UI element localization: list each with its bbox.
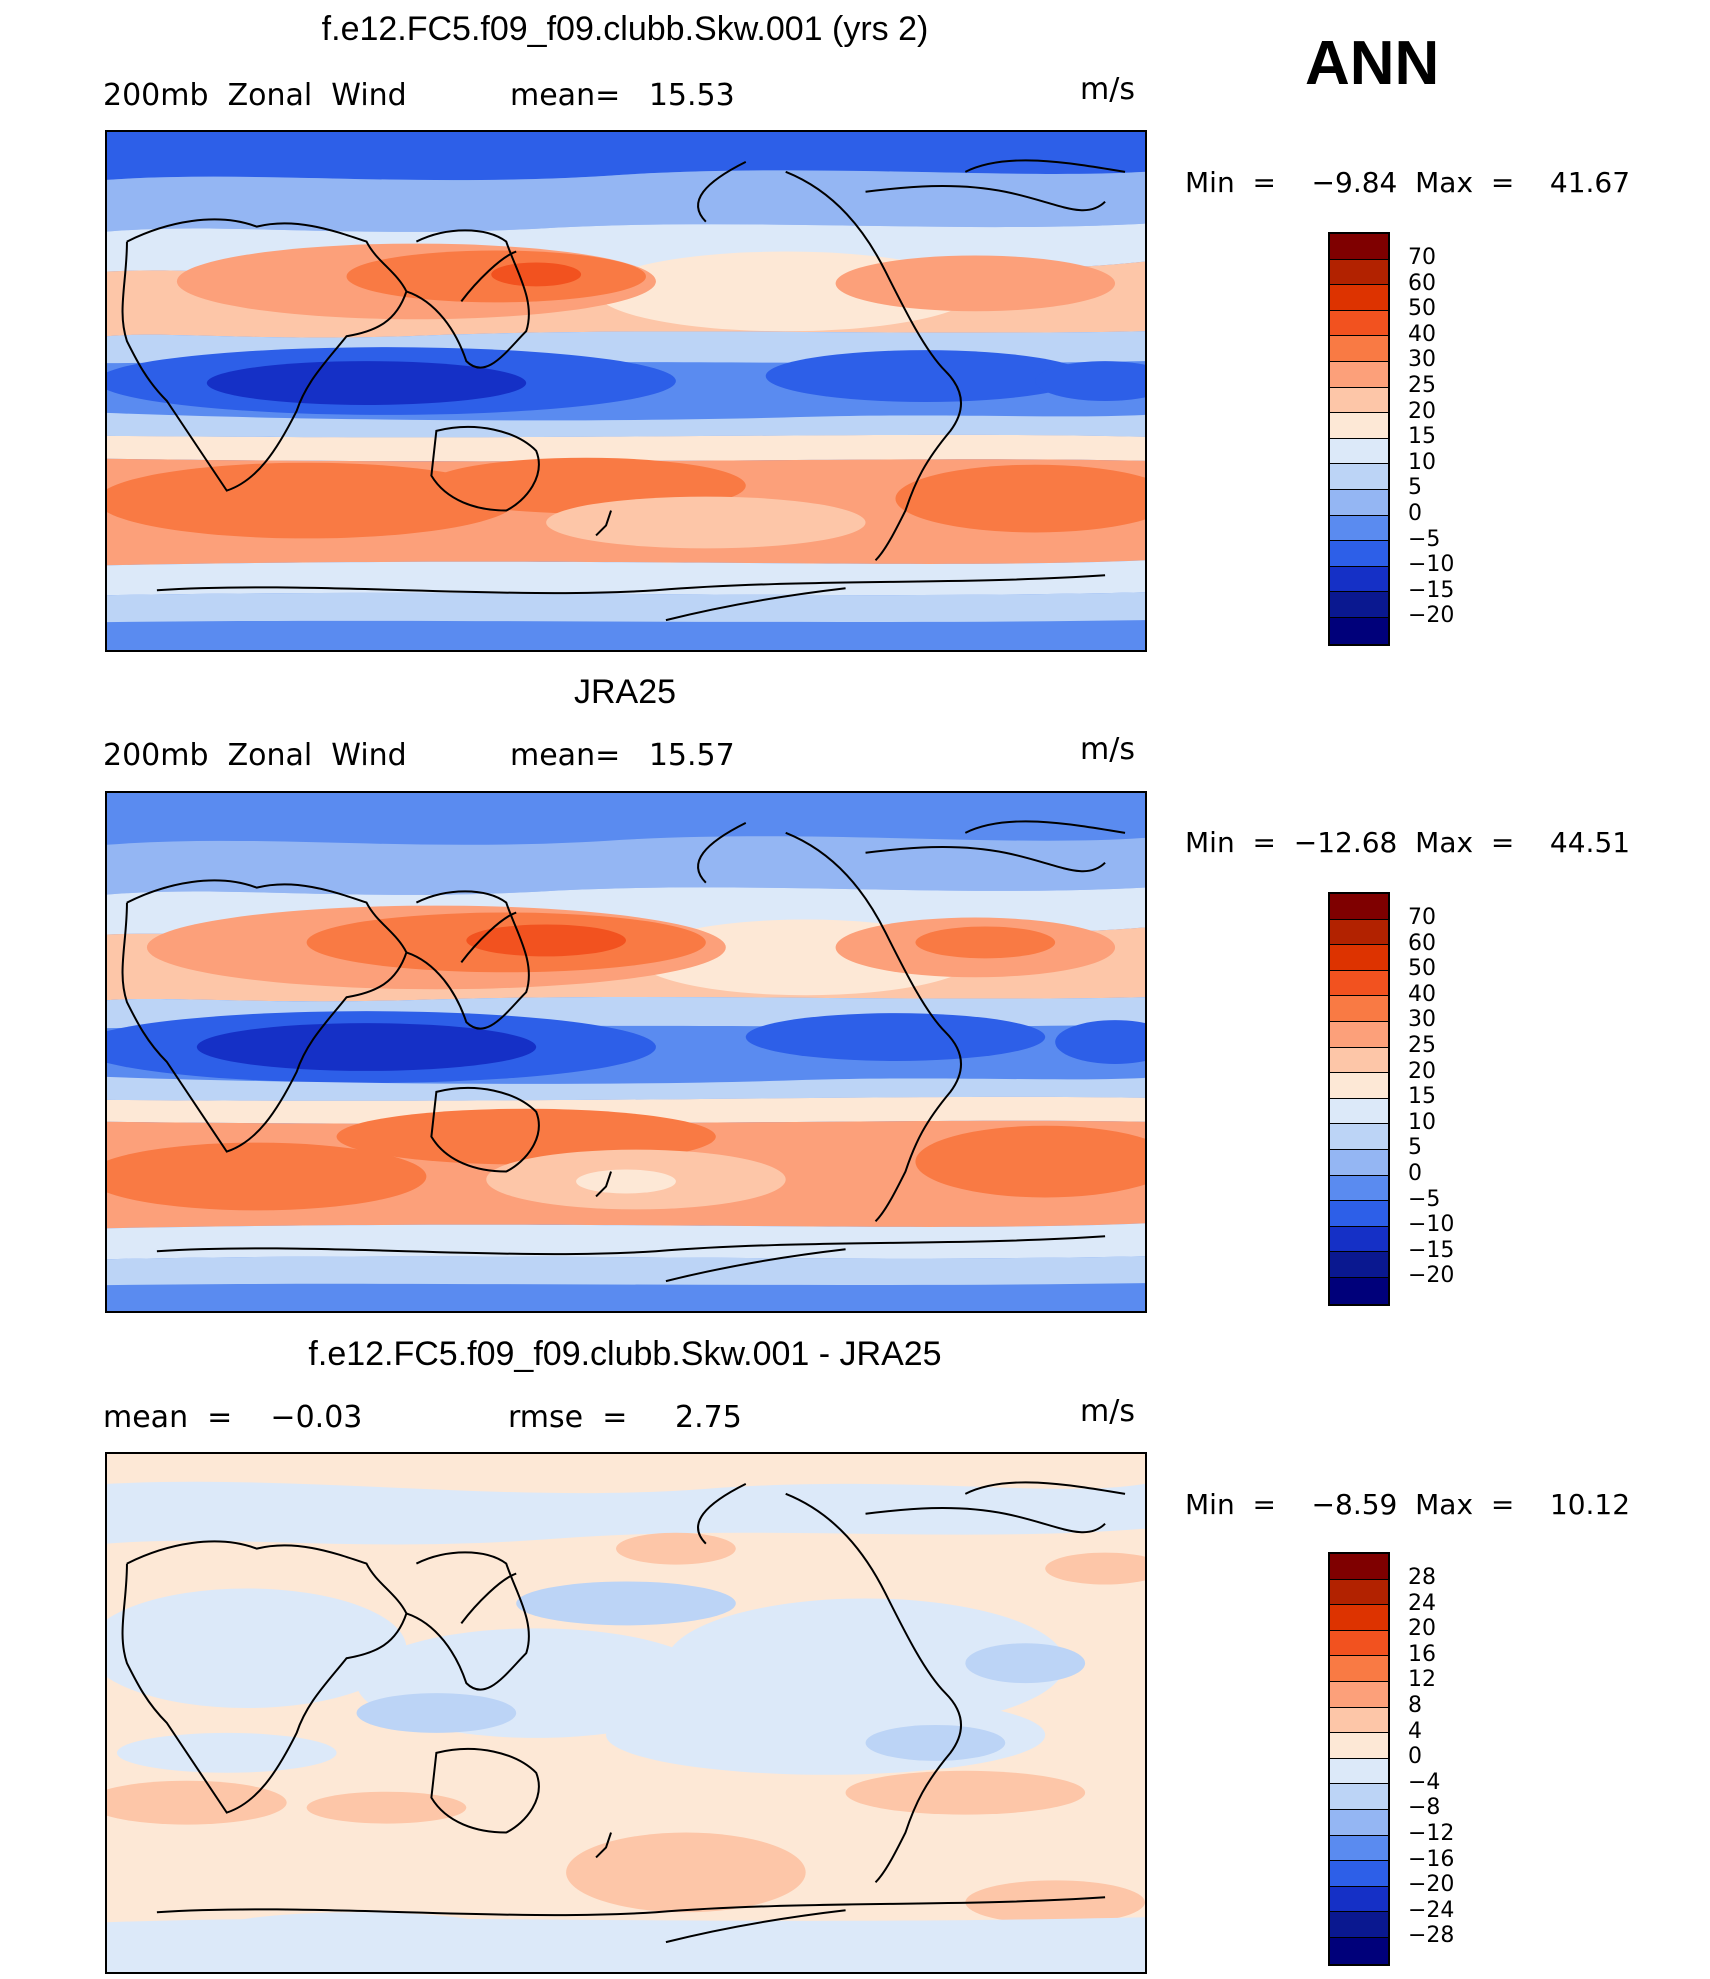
colorbar-tick: −10 bbox=[1408, 552, 1455, 578]
panel-1-contour-plot bbox=[107, 132, 1145, 650]
panel-2-units: m/s bbox=[1080, 732, 1135, 767]
panel-1-map bbox=[105, 130, 1147, 652]
panel-3-contour-plot bbox=[107, 1454, 1145, 1972]
panel-1-variable-label: 200mb Zonal Wind bbox=[103, 78, 407, 113]
colorbar-tick: 30 bbox=[1408, 347, 1436, 373]
panel-3-units: m/s bbox=[1080, 1394, 1135, 1429]
colorbar-tick: −24 bbox=[1408, 1897, 1455, 1923]
colorbar-tick: 15 bbox=[1408, 1084, 1436, 1110]
panel-1-title: f.e12.FC5.f09_f09.clubb.Skw.001 (yrs 2) bbox=[321, 10, 929, 48]
colorbar-tick: −4 bbox=[1408, 1769, 1441, 1795]
colorbar-tick: −16 bbox=[1408, 1846, 1455, 1872]
colorbar-tick: 20 bbox=[1408, 1058, 1436, 1084]
colorbar-tick: 0 bbox=[1408, 500, 1422, 526]
panel-1-mean-label: mean= 15.53 bbox=[510, 78, 735, 113]
colorbar-tick: 8 bbox=[1408, 1692, 1422, 1718]
colorbar-tick: 16 bbox=[1408, 1641, 1436, 1667]
colorbar-tick: −20 bbox=[1408, 1263, 1455, 1289]
colorbar-tick: 12 bbox=[1408, 1667, 1436, 1693]
colorbar-tick: 50 bbox=[1408, 296, 1436, 322]
panel-2-colorbar bbox=[1328, 892, 1390, 1306]
colorbar-tick: 30 bbox=[1408, 1007, 1436, 1033]
panel-3-colorbar bbox=[1328, 1552, 1390, 1966]
colorbar-tick: 70 bbox=[1408, 245, 1436, 270]
panel-2-mean-label: mean= 15.57 bbox=[510, 738, 735, 773]
colorbar-tick: 25 bbox=[1408, 372, 1436, 398]
colorbar-tick: −15 bbox=[1408, 1237, 1455, 1263]
colorbar-tick: 40 bbox=[1408, 321, 1436, 347]
colorbar-tick: 25 bbox=[1408, 1032, 1436, 1058]
colorbar-tick: 0 bbox=[1408, 1744, 1422, 1770]
panel-1-colorbar bbox=[1328, 232, 1390, 646]
colorbar-tick: 20 bbox=[1408, 1616, 1436, 1642]
colorbar-tick: −20 bbox=[1408, 1872, 1455, 1898]
colorbar-tick: 40 bbox=[1408, 981, 1436, 1007]
panel-3-colorbar-ticks: 28 24 20 16 12 8 4 0 −4 −8 −12 −16 −20 −… bbox=[1408, 1565, 1454, 1949]
colorbar-tick: 4 bbox=[1408, 1718, 1422, 1744]
panel-3-map bbox=[105, 1452, 1147, 1974]
colorbar-tick: −15 bbox=[1408, 577, 1455, 603]
colorbar-tick: 70 bbox=[1408, 905, 1436, 930]
panel-2-variable-label: 200mb Zonal Wind bbox=[103, 738, 407, 773]
colorbar-tick: −5 bbox=[1408, 1186, 1441, 1212]
colorbar-tick: 5 bbox=[1408, 1135, 1422, 1161]
panel-3-mean-label: mean = −0.03 bbox=[103, 1400, 363, 1435]
colorbar-tick: −28 bbox=[1408, 1923, 1455, 1949]
panel-1-colorbar-ticks: 70 60 50 40 30 25 20 15 10 5 0 −5 −10 −1… bbox=[1408, 245, 1454, 629]
panel-2-min-max: Min = −12.68 Max = 44.51 bbox=[1185, 826, 1631, 859]
colorbar-tick: 0 bbox=[1408, 1160, 1422, 1186]
colorbar-tick: 5 bbox=[1408, 475, 1422, 501]
panel-1-min-max: Min = −9.84 Max = 41.67 bbox=[1185, 166, 1631, 199]
panel-2-colorbar-ticks: 70 60 50 40 30 25 20 15 10 5 0 −5 −10 −1… bbox=[1408, 905, 1454, 1289]
colorbar-tick: −8 bbox=[1408, 1795, 1441, 1821]
colorbar-tick: 24 bbox=[1408, 1590, 1436, 1616]
panel-3-rmse-label: rmse = 2.75 bbox=[508, 1400, 742, 1435]
panel-3-min-max: Min = −8.59 Max = 10.12 bbox=[1185, 1488, 1631, 1521]
colorbar-tick: 60 bbox=[1408, 930, 1436, 956]
colorbar-tick: −10 bbox=[1408, 1212, 1455, 1238]
panel-1-units: m/s bbox=[1080, 72, 1135, 107]
colorbar-tick: 15 bbox=[1408, 424, 1436, 450]
colorbar-tick: 50 bbox=[1408, 956, 1436, 982]
colorbar-tick: 28 bbox=[1408, 1565, 1436, 1590]
panel-2-title: JRA25 bbox=[573, 673, 677, 711]
colorbar-tick: −5 bbox=[1408, 526, 1441, 552]
colorbar-tick: −20 bbox=[1408, 603, 1455, 629]
colorbar-tick: 10 bbox=[1408, 1109, 1436, 1135]
colorbar-tick: 60 bbox=[1408, 270, 1436, 296]
panel-2-map bbox=[105, 791, 1147, 1313]
colorbar-tick: 10 bbox=[1408, 449, 1436, 475]
colorbar-tick: −12 bbox=[1408, 1820, 1455, 1846]
colorbar-tick: 20 bbox=[1408, 398, 1436, 424]
season-label: ANN bbox=[1305, 29, 1440, 98]
panel-3-title: f.e12.FC5.f09_f09.clubb.Skw.001 - JRA25 bbox=[308, 1335, 942, 1373]
panel-2-contour-plot bbox=[107, 793, 1145, 1311]
